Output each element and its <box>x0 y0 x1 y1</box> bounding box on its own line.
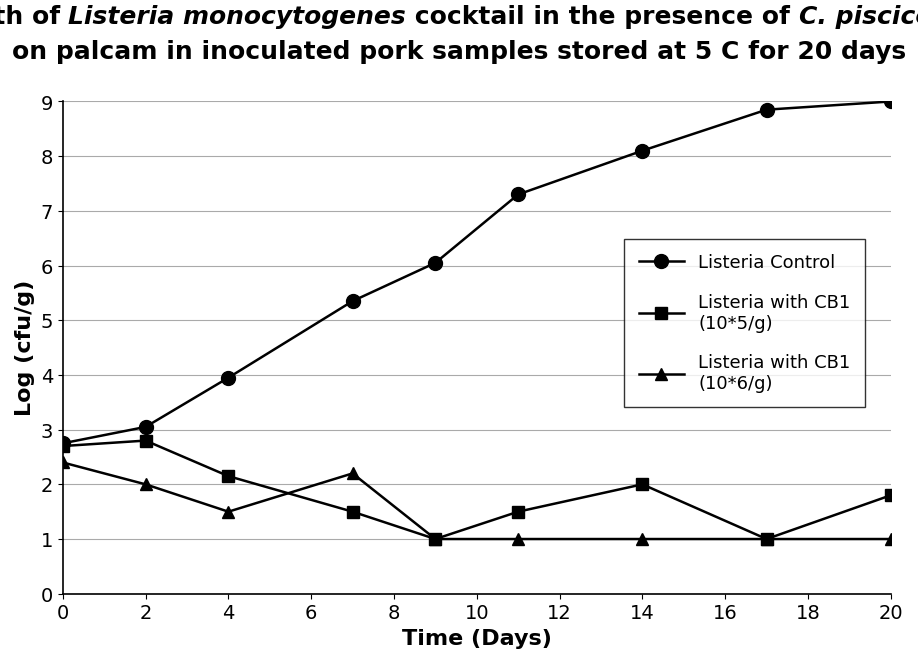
Text: C. piscicola: C. piscicola <box>799 5 918 29</box>
Listeria with CB1
(10*6/g) <box>512 535 523 543</box>
Listeria with CB1
(10*6/g) <box>430 535 441 543</box>
Listeria Control <box>761 106 772 114</box>
Line: Listeria Control: Listeria Control <box>56 95 898 450</box>
Listeria Control <box>512 191 523 199</box>
Listeria with CB1
(10*5/g) <box>761 535 772 543</box>
Listeria with CB1
(10*5/g) <box>223 472 234 480</box>
Y-axis label: Log (cfu/g): Log (cfu/g) <box>15 280 35 416</box>
Text: Growth of: Growth of <box>0 5 69 29</box>
Line: Listeria with CB1
(10*6/g): Listeria with CB1 (10*6/g) <box>57 456 897 546</box>
Listeria with CB1
(10*6/g) <box>57 459 68 467</box>
Listeria Control <box>223 374 234 382</box>
Text: cocktail in the presence of: cocktail in the presence of <box>406 5 799 29</box>
X-axis label: Time (Days): Time (Days) <box>402 628 552 648</box>
Listeria with CB1
(10*5/g) <box>430 535 441 543</box>
Text: on palcam in inoculated pork samples stored at 5 C for 20 days: on palcam in inoculated pork samples sto… <box>12 40 906 64</box>
Listeria with CB1
(10*5/g) <box>140 437 151 445</box>
Listeria Control <box>347 298 358 306</box>
Listeria with CB1
(10*6/g) <box>223 508 234 516</box>
Listeria with CB1
(10*6/g) <box>885 535 896 543</box>
Listeria with CB1
(10*5/g) <box>885 491 896 499</box>
Listeria Control <box>637 147 648 155</box>
Line: Listeria with CB1
(10*5/g): Listeria with CB1 (10*5/g) <box>57 434 897 546</box>
Listeria with CB1
(10*5/g) <box>57 442 68 450</box>
Listeria with CB1
(10*6/g) <box>140 481 151 489</box>
Listeria Control <box>57 440 68 448</box>
Listeria with CB1
(10*6/g) <box>637 535 648 543</box>
Listeria with CB1
(10*6/g) <box>761 535 772 543</box>
Text: Listeria monocytogenes: Listeria monocytogenes <box>69 5 406 29</box>
Legend: Listeria Control, Listeria with CB1
(10*5/g), Listeria with CB1
(10*6/g): Listeria Control, Listeria with CB1 (10*… <box>624 239 865 407</box>
Listeria with CB1
(10*6/g) <box>347 469 358 477</box>
Listeria Control <box>885 98 896 106</box>
Listeria with CB1
(10*5/g) <box>512 508 523 516</box>
Listeria Control <box>430 259 441 267</box>
Listeria with CB1
(10*5/g) <box>637 481 648 489</box>
Listeria Control <box>140 423 151 431</box>
Listeria with CB1
(10*5/g) <box>347 508 358 516</box>
